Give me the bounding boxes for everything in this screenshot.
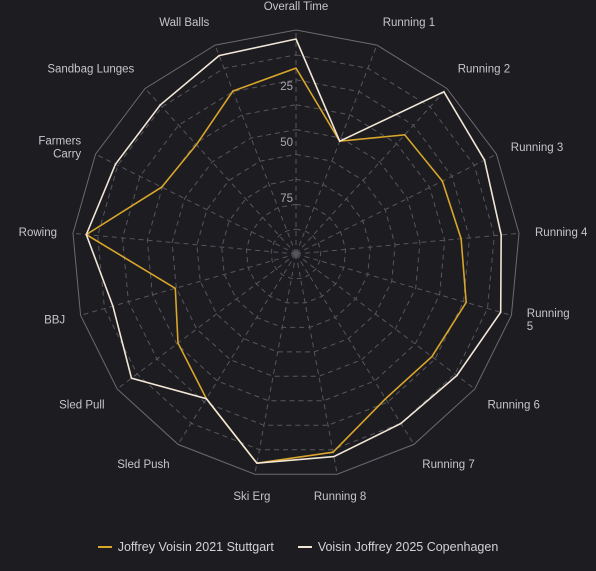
axis-label: Running 6 (488, 400, 540, 412)
axis-label: Sled Push (117, 459, 169, 471)
grid-spoke (295, 44, 378, 255)
grid-spoke (72, 232, 297, 255)
legend-item-series-2[interactable]: Voisin Joffrey 2025 Copenhagen (297, 540, 499, 554)
axis-label-line: 5 (527, 321, 533, 333)
grid-ring (121, 79, 471, 426)
axis-label: Running 2 (458, 64, 510, 76)
axis-label: Running 4 (535, 227, 588, 239)
series-line-1 (84, 67, 468, 465)
axis-label-line: Running (527, 308, 570, 320)
legend-swatch-series-1 (97, 546, 112, 548)
grid-spoke (295, 253, 476, 390)
axis-label: Ski Erg (233, 491, 270, 503)
grid-spoke (295, 88, 448, 255)
axis-label: Sandbag Lunges (47, 64, 134, 76)
legend: Joffrey Voisin 2021 Stuttgart Voisin Jof… (0, 540, 596, 554)
grid-ring (196, 153, 396, 353)
axis-label: Overall Time (264, 1, 329, 13)
axis-label: Wall Balls (159, 17, 209, 29)
axis-label: Farmers Carry (38, 136, 81, 161)
grid-spoke (177, 253, 297, 445)
axis-label: Running 8 (314, 491, 366, 503)
grid-spoke (295, 253, 415, 445)
grid-spoke (254, 253, 297, 475)
axis-label: Rowing (19, 227, 57, 239)
grid-spoke (295, 253, 512, 316)
grid-ring (171, 129, 421, 377)
series-line-2 (85, 38, 503, 465)
radial-tick-label: 50 (280, 137, 293, 149)
axis-label-line: Farmers (38, 136, 81, 148)
axis-label: Running 5 (527, 308, 570, 333)
axis-label: Running 1 (383, 17, 435, 29)
grid (72, 29, 520, 475)
axis-label: Running 3 (511, 142, 563, 154)
grid-spoke (95, 153, 297, 255)
axis-label: Sled Pull (59, 400, 104, 412)
axis-label: Running 7 (422, 459, 474, 471)
grid-spoke (144, 88, 297, 255)
grid-spoke (80, 253, 297, 316)
radial-tick-label: 75 (280, 193, 293, 205)
legend-swatch-series-2 (297, 546, 312, 548)
grid-spoke (214, 44, 297, 255)
series (84, 38, 503, 465)
grid-ring (221, 178, 371, 328)
grid-spoke (116, 253, 297, 390)
axis-label: BBJ (44, 315, 65, 327)
grid-spoke (295, 153, 497, 255)
grid-ring (270, 228, 322, 279)
radial-tick-label: 25 (280, 81, 293, 93)
grid-spoke (295, 253, 338, 475)
legend-label-series-2: Voisin Joffrey 2025 Copenhagen (317, 540, 499, 554)
grid-ring (245, 203, 347, 304)
legend-item-series-1[interactable]: Joffrey Voisin 2021 Stuttgart (97, 540, 274, 554)
grid-ring (72, 29, 520, 475)
legend-label-series-1: Joffrey Voisin 2021 Stuttgart (117, 540, 274, 554)
grid-spoke (295, 232, 520, 255)
axis-label-line: Carry (53, 149, 81, 161)
grid-ring (97, 54, 495, 451)
axis-labels: 25 50 75 Overall Time Running 1 Running 2 Runn… (19, 1, 588, 503)
